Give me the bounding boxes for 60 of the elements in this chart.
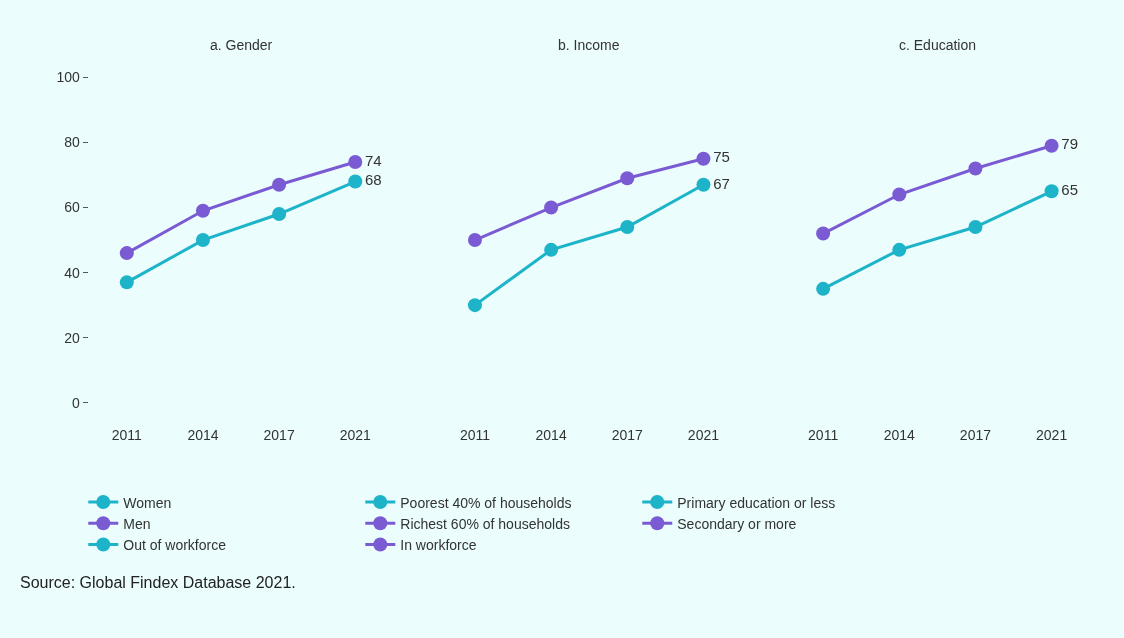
y-tick-label: 80 <box>64 134 81 151</box>
point <box>892 187 907 202</box>
point <box>816 281 831 296</box>
x-tick-label: 2014 <box>187 426 219 443</box>
point <box>467 233 482 248</box>
point <box>195 233 210 248</box>
x-tick-label: 2011 <box>111 426 143 443</box>
x-tick-label: 2021 <box>687 426 720 443</box>
x-tick-label: 2011 <box>808 426 839 443</box>
chart-title: a. Gender <box>210 37 273 53</box>
point <box>272 207 287 222</box>
point <box>696 151 711 166</box>
chart-title: b. Income <box>558 37 620 53</box>
point <box>968 161 983 176</box>
point <box>696 177 711 192</box>
legend-label: Poorest 40% of households <box>400 494 572 511</box>
x-tick-label: 2014 <box>883 426 916 443</box>
data-label: 79 <box>1061 135 1079 153</box>
point <box>620 171 635 186</box>
data-label: 67 <box>713 174 730 192</box>
x-tick-label: 2011 <box>459 426 491 443</box>
y-tick-label: 60 <box>64 199 81 216</box>
data-label: 75 <box>713 148 730 166</box>
point <box>544 242 559 257</box>
legend-label: Primary education or less <box>677 494 836 511</box>
legend-label: Secondary or more <box>677 515 797 532</box>
point <box>348 174 363 189</box>
point <box>892 242 907 257</box>
x-tick-label: 2014 <box>535 426 567 443</box>
point <box>620 220 635 235</box>
point <box>195 203 210 218</box>
y-tick-label: 20 <box>64 329 81 346</box>
x-tick-label: 2017 <box>959 426 992 443</box>
y-tick-label: 0 <box>72 394 81 411</box>
x-tick-label: 2017 <box>611 426 644 443</box>
y-tick-label: 100 <box>56 69 81 86</box>
data-label: 74 <box>365 151 382 169</box>
point <box>119 246 134 261</box>
point <box>119 275 134 290</box>
point <box>1044 138 1059 153</box>
point <box>816 226 831 241</box>
point <box>968 220 983 235</box>
x-tick-label: 2021 <box>339 426 372 443</box>
point <box>348 154 363 169</box>
point <box>272 177 287 192</box>
point <box>467 298 482 313</box>
data-label: 68 <box>365 171 382 189</box>
legend-label: In workforce <box>400 536 477 553</box>
legend-label: Women <box>123 494 172 511</box>
legend-label: Out of workforce <box>123 536 227 553</box>
y-tick-label: 40 <box>64 264 81 281</box>
source-note: Source: Global Findex Database 2021. <box>20 574 296 591</box>
x-tick-label: 2021 <box>1036 426 1068 443</box>
x-tick-label: 2017 <box>263 426 295 443</box>
legend-label: Men <box>123 515 151 532</box>
point <box>1044 184 1059 199</box>
legend-label: Richest 60% of households <box>400 515 570 532</box>
point <box>544 200 559 215</box>
data-label: 65 <box>1061 181 1079 199</box>
chart-title: c. Education <box>899 37 977 53</box>
